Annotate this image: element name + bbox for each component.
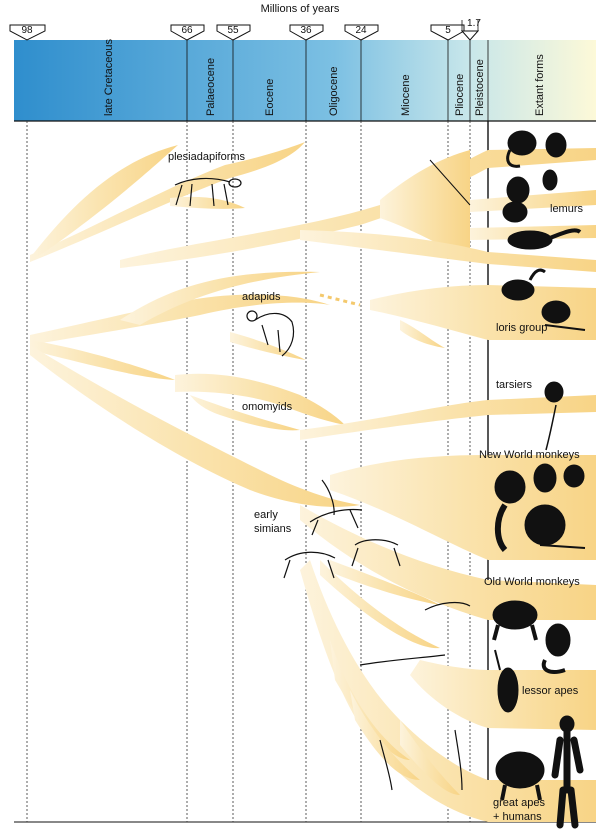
branch-old-world [300, 505, 596, 620]
epoch-label-oligocene: Oligocene [328, 66, 340, 116]
lemur-figures [429, 130, 582, 250]
branch-lemur-mid [470, 190, 596, 212]
branch-lemur-bundle [380, 150, 470, 260]
epoch-header-band [14, 40, 596, 121]
svg-text:5: 5 [445, 25, 451, 36]
label-lessor-apes: lessor apes [522, 685, 579, 697]
label-omomyids: omomyids [242, 401, 293, 413]
svg-text:55: 55 [227, 25, 239, 36]
epoch-label-pleistocene: Pleistocene [474, 59, 486, 116]
label-great-apes-1: great apes [493, 797, 545, 809]
age-marker-36: 36 [289, 24, 324, 41]
axis-title: Millions of years [261, 3, 340, 15]
branch-simian-trunk [30, 345, 360, 507]
branch-loris-main [370, 285, 596, 340]
branch-lemur-main [120, 148, 596, 268]
branch-tarsier [300, 395, 596, 440]
branch-adapid-tip [230, 332, 306, 360]
branch-loris-twig [400, 320, 445, 348]
age-marker-24: 24 [344, 24, 379, 41]
branch-plesiadapiform-stem [30, 145, 178, 262]
svg-text:24: 24 [355, 25, 367, 36]
new-world-monkey-figures [494, 463, 586, 553]
epoch-label-eocene: Eocene [264, 79, 276, 116]
branch-root-upper [30, 142, 305, 262]
group-labels: plesiadapiforms adapids omomyids early s… [168, 151, 584, 823]
age-marker-55: 55 [216, 24, 251, 41]
label-tarsiers: tarsiers [496, 379, 533, 391]
branch-omomyid-fork [175, 373, 345, 425]
label-adapids: adapids [242, 291, 281, 303]
label-great-apes-2: + humans [493, 811, 542, 823]
lessor-ape-figures [359, 649, 519, 713]
age-markers: 98 66 55 36 24 5 1.7 [9, 18, 481, 41]
branch-lemur-lower [300, 230, 596, 272]
loris-figures [501, 268, 586, 331]
epoch-label-late-cretaceous: late Cretaceous [103, 38, 115, 116]
age-marker-1-7: 1.7 [460, 18, 481, 41]
label-early-simians-2: simians [254, 523, 292, 535]
label-plesiadapiforms: plesiadapiforms [168, 151, 246, 163]
label-lemurs: lemurs [550, 203, 584, 215]
tarsier-figure [544, 381, 564, 451]
age-marker-5: 5 [430, 24, 465, 41]
epoch-labels: late Cretaceous Palaeocene Eocene Oligoc… [103, 38, 546, 116]
svg-text:36: 36 [300, 25, 312, 36]
branch-ape-twig-c [400, 720, 460, 795]
great-ape-figures [379, 715, 584, 829]
branch-plesiadapiform-twig [170, 196, 245, 209]
label-old-world-monkeys: Old World monkeys [484, 576, 580, 588]
label-new-world-monkeys: New World monkeys [479, 449, 580, 461]
epoch-label-miocene: Miocene [400, 74, 412, 116]
animal-illustrations [174, 130, 586, 829]
label-loris-group: loris group [496, 322, 547, 334]
branch-ape-trunk [300, 560, 596, 822]
epoch-label-extant-forms: Extant forms [534, 54, 546, 116]
plesiadapiform-skeleton [174, 177, 242, 207]
adapid-skeleton [246, 310, 295, 357]
branch-omomyid-stem [30, 340, 175, 380]
epoch-label-pliocene: Pliocene [454, 74, 466, 116]
svg-text:1.7: 1.7 [467, 18, 481, 29]
epoch-boundaries [186, 40, 489, 121]
age-marker-66: 66 [170, 24, 205, 41]
branch-adapid-stem [120, 271, 320, 325]
svg-text:66: 66 [181, 25, 193, 36]
age-marker-98: 98 [9, 24, 46, 41]
epoch-label-palaeocene: Palaeocene [205, 58, 217, 116]
old-world-monkey-figures [424, 600, 571, 674]
svg-text:98: 98 [21, 25, 33, 36]
label-early-simians-1: early [254, 509, 278, 521]
branch-ow-twig [330, 560, 440, 605]
adapid-dashed-link [319, 293, 361, 307]
early-simian-skeletons [283, 479, 401, 579]
